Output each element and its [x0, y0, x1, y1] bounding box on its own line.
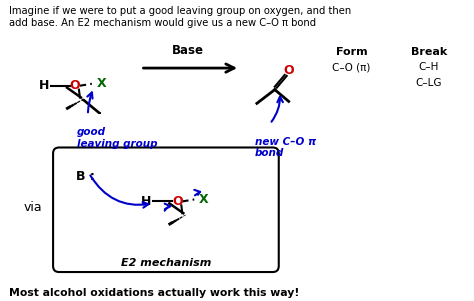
Text: O: O — [172, 195, 182, 208]
Text: new C–O π
bond: new C–O π bond — [255, 137, 316, 158]
Text: X: X — [199, 193, 209, 206]
Text: O: O — [283, 64, 294, 76]
Text: B :: B : — [76, 170, 95, 183]
Text: via: via — [23, 201, 42, 214]
Text: C–LG: C–LG — [416, 78, 442, 88]
Text: H: H — [39, 79, 49, 92]
Polygon shape — [82, 99, 100, 113]
FancyBboxPatch shape — [53, 147, 279, 272]
Text: Most alcohol oxidations actually work this way!: Most alcohol oxidations actually work th… — [9, 288, 300, 298]
Text: H: H — [141, 195, 152, 208]
Text: X: X — [97, 77, 107, 90]
Text: C–O (π): C–O (π) — [332, 62, 371, 72]
Text: Break: Break — [411, 48, 447, 57]
Text: C–H: C–H — [419, 62, 439, 72]
Polygon shape — [184, 215, 203, 229]
Text: Base: Base — [172, 44, 204, 57]
Text: good
leaving group: good leaving group — [77, 127, 157, 148]
Text: Imagine if we were to put a good leaving group on oxygen, and then
add base. An : Imagine if we were to put a good leaving… — [9, 6, 352, 28]
Text: E2 mechanism: E2 mechanism — [121, 258, 211, 268]
Text: O: O — [70, 79, 80, 92]
Text: Form: Form — [336, 48, 367, 57]
